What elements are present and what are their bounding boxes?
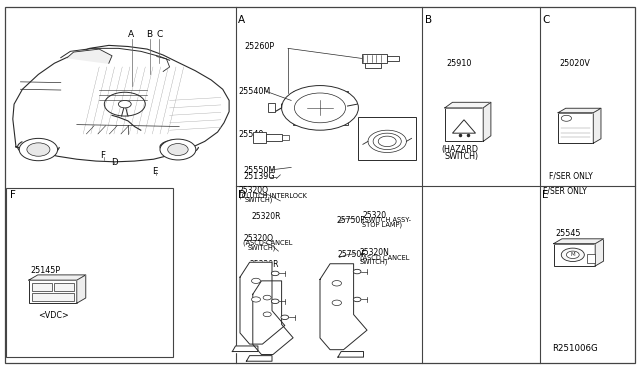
Text: SWITCH): SWITCH) — [360, 259, 388, 265]
Circle shape — [252, 278, 260, 283]
Circle shape — [282, 86, 358, 130]
Text: F/SER ONLY: F/SER ONLY — [543, 186, 586, 195]
Bar — [32, 293, 74, 301]
Text: D: D — [238, 190, 246, 200]
Polygon shape — [558, 108, 601, 113]
Text: 25750F: 25750F — [337, 216, 365, 225]
Polygon shape — [554, 239, 604, 244]
Text: 25550M: 25550M — [243, 166, 276, 174]
Text: E: E — [542, 190, 548, 200]
Circle shape — [294, 93, 346, 123]
Text: SWITCH): SWITCH) — [248, 244, 276, 251]
Circle shape — [353, 269, 361, 274]
Polygon shape — [232, 346, 258, 352]
Text: 25260P: 25260P — [244, 42, 275, 51]
Circle shape — [281, 315, 289, 320]
Polygon shape — [67, 49, 112, 63]
Polygon shape — [483, 102, 491, 141]
Circle shape — [332, 280, 342, 286]
Text: 25545: 25545 — [556, 229, 581, 238]
Polygon shape — [320, 264, 367, 350]
Circle shape — [263, 295, 271, 300]
Text: A: A — [238, 15, 245, 25]
Circle shape — [263, 312, 271, 317]
Text: 25020V: 25020V — [559, 59, 590, 68]
Text: A: A — [128, 30, 134, 39]
Text: B: B — [147, 30, 153, 39]
Polygon shape — [593, 108, 601, 143]
Text: SWITCH): SWITCH) — [445, 152, 479, 161]
Bar — [253, 132, 266, 143]
Bar — [54, 283, 74, 291]
Circle shape — [19, 138, 58, 161]
Circle shape — [353, 297, 361, 302]
Bar — [268, 103, 275, 112]
Bar — [358, 117, 416, 160]
Text: 25750F: 25750F — [337, 250, 366, 259]
Polygon shape — [77, 275, 86, 303]
Polygon shape — [338, 352, 364, 357]
Bar — [293, 91, 348, 125]
Text: 25540: 25540 — [239, 130, 264, 139]
Bar — [365, 63, 381, 68]
Bar — [29, 280, 77, 303]
Bar — [554, 244, 595, 266]
Text: (ASCD CANCEL: (ASCD CANCEL — [360, 254, 409, 261]
Circle shape — [252, 297, 260, 302]
Circle shape — [561, 248, 584, 262]
Polygon shape — [445, 102, 491, 108]
Text: R251006G: R251006G — [552, 344, 597, 353]
Circle shape — [168, 144, 188, 155]
Text: M: M — [570, 252, 575, 257]
Polygon shape — [246, 356, 272, 361]
Text: C: C — [542, 15, 550, 25]
Text: F: F — [10, 190, 15, 200]
Polygon shape — [29, 275, 86, 280]
Text: 25139G: 25139G — [243, 172, 275, 181]
Circle shape — [271, 271, 279, 276]
Circle shape — [118, 100, 131, 108]
Bar — [362, 54, 387, 63]
Polygon shape — [253, 281, 293, 355]
Text: SEE SEC. 484: SEE SEC. 484 — [362, 119, 403, 124]
Text: E: E — [152, 167, 158, 176]
Bar — [558, 113, 593, 143]
Text: (HAZARD: (HAZARD — [442, 145, 479, 154]
Text: 25540M: 25540M — [238, 87, 270, 96]
Text: C: C — [156, 30, 163, 39]
Text: 25910: 25910 — [447, 59, 472, 68]
Text: B: B — [425, 15, 432, 25]
Text: STOP LAMP): STOP LAMP) — [362, 221, 403, 228]
Text: D: D — [111, 158, 117, 167]
Text: 25320Q: 25320Q — [243, 234, 273, 243]
Bar — [32, 283, 52, 291]
Text: (SWITCH ASSY-: (SWITCH ASSY- — [362, 217, 412, 224]
Polygon shape — [240, 262, 285, 344]
Text: 25145P: 25145P — [31, 266, 61, 275]
Bar — [387, 56, 399, 61]
Text: (ASCD CANCEL: (ASCD CANCEL — [243, 240, 292, 246]
Text: <VDC>: <VDC> — [38, 311, 69, 320]
Text: F/SER ONLY: F/SER ONLY — [549, 171, 593, 180]
Text: 25320: 25320 — [362, 211, 387, 220]
Text: 25320N: 25320N — [360, 248, 390, 257]
Circle shape — [332, 300, 342, 305]
Circle shape — [566, 251, 579, 259]
Text: 25320Q: 25320Q — [239, 186, 269, 195]
Polygon shape — [595, 239, 604, 266]
Text: F: F — [100, 151, 105, 160]
Circle shape — [27, 143, 50, 156]
Circle shape — [271, 299, 279, 304]
Text: SWITCH): SWITCH) — [245, 197, 273, 203]
Text: (CLUTCH INTERLOCK: (CLUTCH INTERLOCK — [239, 192, 307, 199]
Bar — [587, 254, 595, 263]
Text: 25320R: 25320R — [250, 260, 279, 269]
Bar — [266, 134, 282, 141]
Polygon shape — [13, 45, 229, 162]
Text: 25320R: 25320R — [252, 212, 281, 221]
Bar — [445, 108, 483, 141]
Bar — [282, 135, 289, 140]
Bar — [6, 188, 173, 357]
Circle shape — [160, 139, 196, 160]
